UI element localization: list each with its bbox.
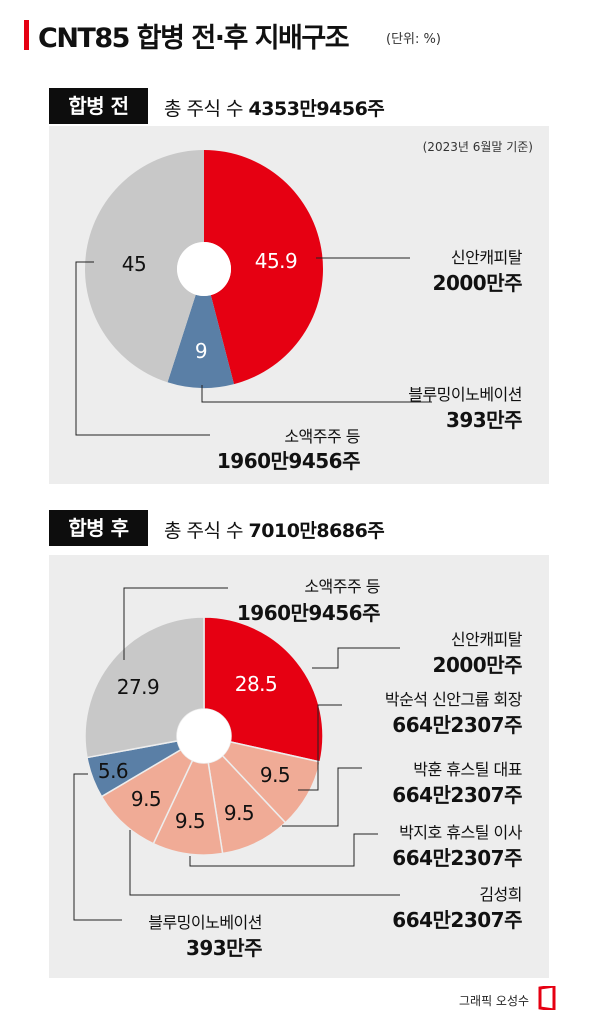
leader-line-2-5 [129,830,400,896]
leader-line-2-1 [312,647,400,669]
pie-slice-1-3 [84,150,204,383]
leader-line-1-2 [201,385,432,403]
holder-name-2-1: 신안캐피탈 [451,630,523,649]
pie-slice-1-1 [204,150,324,385]
slice-value-label-1-1: 45.9 [255,249,298,273]
holder-shares-2-2: 664만2307주 [392,713,522,737]
slice-value-label-2-1: 28.5 [235,672,278,696]
holder-name-2-7: 소액주주 등 [304,577,380,596]
total-after-value: 7010만8686주 [248,520,385,542]
holder-name-2-4: 박지호 휴스틸 이사 [399,823,523,842]
leader-line-2-6 [73,773,122,921]
slice-value-label-2-6: 5.6 [98,759,128,783]
total-before-label: 총 주식 수 [164,98,244,120]
holder-name-1-3: 소액주주 등 [284,427,360,446]
holder-shares-1-2: 393만주 [446,408,522,432]
leader-line-2-3 [282,767,362,827]
total-after: 총 주식 수 7010만8686주 [164,516,385,543]
slice-value-label-2-2: 9.5 [260,763,290,787]
credit-text: 그래픽 오성수 [459,994,530,1008]
page-title: CNT85 합병 전·후 지배구조 [38,23,350,54]
brand-logo-icon [538,986,556,1010]
badge-after: 합병 후 [49,510,148,546]
holder-name-2-5: 김성희 [479,885,522,904]
leader-line-1-3 [75,261,210,436]
holder-shares-2-4: 664만2307주 [392,846,522,870]
slice-value-label-1-2: 9 [195,339,207,363]
pie-slice-2-1 [203,616,324,763]
leader-line-2-4 [189,833,378,867]
total-after-label: 총 주식 수 [164,520,244,542]
basis-note: (2023년 6월말 기준) [422,140,533,154]
holder-name-1-2: 블루밍이노베이션 [408,385,522,404]
slice-value-label-1-3: 45 [122,252,146,276]
pie-slice-1-2 [167,294,234,388]
holder-name-2-6: 블루밍이노베이션 [148,913,262,932]
holder-shares-1-1: 2000만주 [433,271,523,295]
holder-shares-2-3: 664만2307주 [392,783,522,807]
unit-label: (단위: %) [386,32,441,47]
slice-value-label-2-3: 9.5 [224,801,254,825]
slice-value-label-2-5: 9.5 [131,787,161,811]
holder-shares-2-1: 2000만주 [433,653,523,677]
pie-center-hole-2 [177,709,231,763]
holder-shares-2-6: 393만주 [186,936,262,960]
holder-name-1-1: 신안캐피탈 [451,248,523,267]
slice-value-label-2-7: 27.9 [117,675,160,699]
holder-shares-2-5: 664만2307주 [392,908,522,932]
holder-shares-1-3: 1960만9456주 [217,449,360,473]
holder-shares-2-7: 1960만9456주 [237,601,380,625]
leader-line-2-7 [123,587,228,660]
total-before: 총 주식 수 4353만9456주 [164,94,385,121]
total-before-value: 4353만9456주 [248,98,385,120]
badge-before: 합병 전 [49,88,148,124]
holder-name-2-3: 박훈 휴스틸 대표 [413,760,522,779]
slice-value-label-2-4: 9.5 [175,809,205,833]
pie-center-hole-1 [177,242,231,296]
holder-name-2-2: 박순석 신안그룹 회장 [385,690,523,709]
title-accent-bar [24,20,29,50]
leader-line-2-2 [298,704,342,791]
